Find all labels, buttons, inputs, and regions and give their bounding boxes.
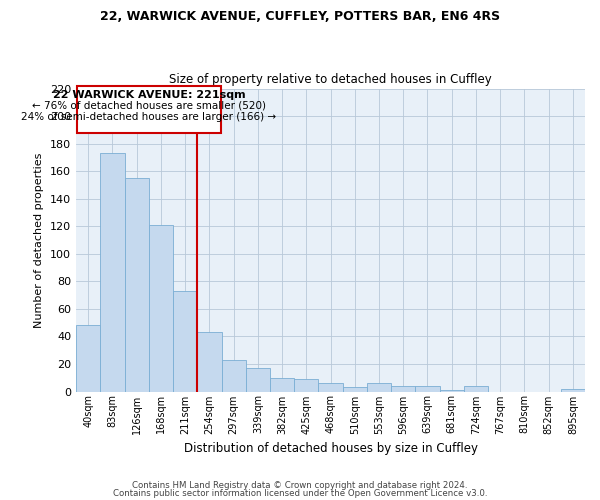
Bar — [100, 154, 125, 392]
Bar — [125, 178, 149, 392]
Bar — [294, 379, 319, 392]
Bar — [415, 386, 440, 392]
Bar — [149, 225, 173, 392]
Bar — [173, 291, 197, 392]
Bar — [367, 384, 391, 392]
Bar — [221, 360, 246, 392]
Title: Size of property relative to detached houses in Cuffley: Size of property relative to detached ho… — [169, 73, 492, 86]
FancyBboxPatch shape — [77, 86, 221, 132]
Bar — [270, 378, 294, 392]
Bar — [319, 384, 343, 392]
Bar — [76, 326, 100, 392]
Bar — [464, 386, 488, 392]
Text: ← 76% of detached houses are smaller (520): ← 76% of detached houses are smaller (52… — [32, 101, 266, 111]
Text: 22 WARWICK AVENUE: 221sqm: 22 WARWICK AVENUE: 221sqm — [53, 90, 245, 100]
Y-axis label: Number of detached properties: Number of detached properties — [34, 152, 44, 328]
Bar — [343, 388, 367, 392]
Text: 24% of semi-detached houses are larger (166) →: 24% of semi-detached houses are larger (… — [21, 112, 277, 122]
Bar — [391, 386, 415, 392]
Bar — [246, 368, 270, 392]
Bar — [561, 389, 585, 392]
Text: 22, WARWICK AVENUE, CUFFLEY, POTTERS BAR, EN6 4RS: 22, WARWICK AVENUE, CUFFLEY, POTTERS BAR… — [100, 10, 500, 23]
X-axis label: Distribution of detached houses by size in Cuffley: Distribution of detached houses by size … — [184, 442, 478, 455]
Bar — [197, 332, 221, 392]
Bar — [440, 390, 464, 392]
Text: Contains public sector information licensed under the Open Government Licence v3: Contains public sector information licen… — [113, 488, 487, 498]
Text: Contains HM Land Registry data © Crown copyright and database right 2024.: Contains HM Land Registry data © Crown c… — [132, 481, 468, 490]
